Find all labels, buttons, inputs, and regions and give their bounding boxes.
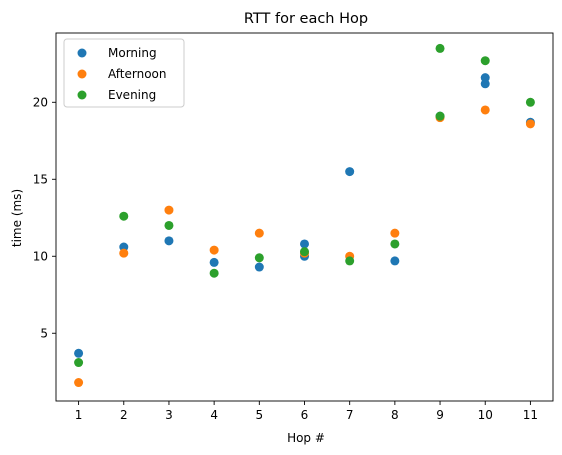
data-point	[209, 245, 219, 255]
data-point	[435, 43, 445, 53]
data-point	[525, 119, 535, 129]
data-point	[300, 239, 309, 249]
data-point	[435, 111, 445, 121]
data-point	[119, 242, 129, 252]
data-point	[345, 167, 355, 177]
legend-label: Morning	[108, 46, 157, 60]
y-tick-label: 5	[40, 326, 48, 340]
data-point	[164, 220, 174, 230]
legend-marker	[77, 69, 87, 79]
x-tick-label: 10	[478, 408, 493, 422]
data-point	[345, 256, 355, 266]
data-point	[209, 257, 219, 267]
legend: Morning Afternoon Evening	[63, 38, 185, 108]
data-point	[254, 253, 264, 263]
y-tick-label: 15	[33, 172, 48, 186]
data-points	[74, 43, 535, 388]
data-point	[480, 79, 490, 89]
x-tick-label: 3	[165, 408, 173, 422]
x-tick-label: 11	[523, 408, 538, 422]
x-tick-label: 4	[210, 408, 218, 422]
data-point	[390, 256, 400, 266]
legend-marker	[77, 90, 87, 100]
series-evening	[74, 43, 535, 368]
x-tick-label: 8	[391, 408, 399, 422]
x-tick-label: 7	[346, 408, 354, 422]
data-point	[390, 239, 400, 249]
data-point	[254, 228, 264, 238]
series-morning	[74, 73, 535, 358]
x-tick-label: 2	[120, 408, 128, 422]
legend-marker	[77, 48, 87, 58]
x-tick-label: 6	[301, 408, 309, 422]
data-point	[119, 211, 129, 221]
y-tick-label: 20	[33, 95, 48, 109]
data-point	[74, 348, 84, 358]
data-point	[74, 378, 84, 388]
x-axis-label: Hop #	[287, 431, 325, 445]
data-point	[209, 268, 219, 278]
x-tick-label: 1	[75, 408, 83, 422]
data-point	[480, 73, 490, 83]
x-tick-label: 9	[436, 408, 444, 422]
data-point	[525, 97, 535, 107]
legend-label: Evening	[108, 88, 156, 102]
data-point	[164, 236, 174, 246]
x-axis-ticks: 1 2 3 4 5 6 7 8 9 10 11	[75, 401, 538, 422]
y-tick-label: 10	[33, 249, 48, 263]
data-point	[74, 358, 84, 368]
data-point	[480, 56, 490, 66]
data-point	[119, 248, 129, 258]
y-axis-label: time (ms)	[10, 189, 24, 247]
legend-box	[63, 38, 185, 108]
chart-title: RTT for each Hop	[244, 11, 368, 27]
x-tick-label: 5	[255, 408, 263, 422]
data-point	[390, 228, 400, 238]
data-point	[254, 262, 264, 272]
data-point	[480, 105, 490, 115]
data-point	[164, 205, 174, 215]
legend-label: Afternoon	[108, 67, 167, 81]
y-axis-ticks: 5 10 15 20	[33, 95, 56, 340]
data-point	[300, 247, 309, 257]
